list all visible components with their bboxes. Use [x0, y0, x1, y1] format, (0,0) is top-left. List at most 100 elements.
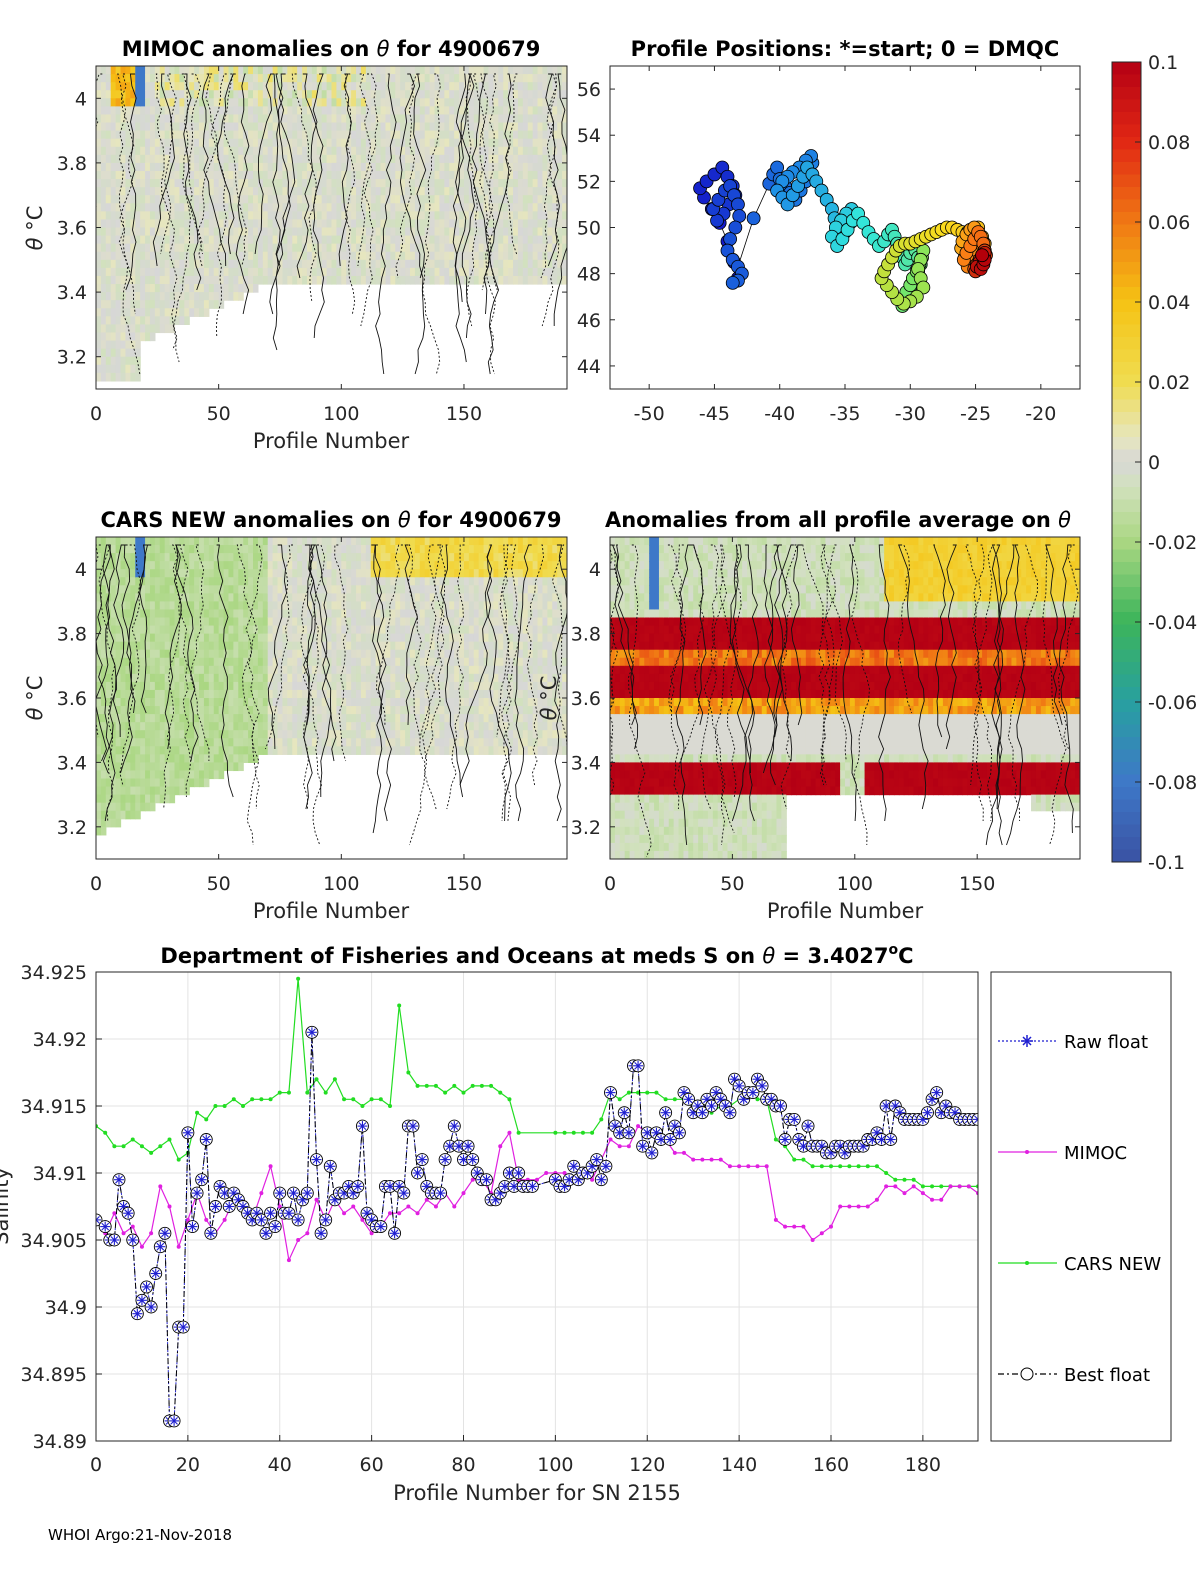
heatmap-cell	[257, 625, 264, 635]
heatmap-cell	[100, 665, 107, 675]
profile-position-point	[770, 160, 785, 175]
heatmap-cell	[424, 74, 431, 83]
heatmap-cell	[213, 154, 220, 164]
heatmap-cell	[468, 170, 475, 180]
heatmap-cell	[135, 90, 141, 99]
heatmap-cell	[341, 681, 347, 691]
heatmap-cell	[341, 665, 347, 675]
heatmap-cell	[189, 577, 195, 586]
heatmap-cell	[341, 738, 347, 747]
heatmap-cell	[233, 292, 239, 301]
heatmap-cell	[473, 82, 480, 91]
heatmap-cell	[493, 122, 499, 132]
heatmap-cell	[189, 665, 195, 675]
heatmap-cell	[115, 681, 122, 691]
heatmap-cell	[414, 162, 421, 172]
heatmap-cell	[380, 738, 387, 747]
heatmap-cell	[223, 601, 230, 611]
heatmap-cell	[208, 665, 215, 675]
heatmap-cell	[174, 657, 181, 667]
heatmap-cell	[390, 195, 396, 204]
heatmap-cell	[228, 211, 234, 221]
heatmap-cell	[253, 561, 259, 570]
heatmap-cell	[311, 738, 318, 747]
heatmap-cell	[493, 90, 499, 99]
heatmap-cell	[473, 211, 480, 221]
heatmap-cell	[96, 738, 102, 747]
heatmap-cell	[336, 74, 342, 83]
heatmap-cell	[444, 162, 450, 172]
heatmap-cell	[115, 74, 122, 83]
heatmap-cell	[439, 162, 445, 172]
heatmap-cell	[302, 609, 308, 619]
heatmap-cell	[164, 617, 171, 627]
contour-line	[357, 73, 379, 267]
heatmap-cell	[145, 545, 151, 554]
heatmap-cell	[100, 162, 107, 172]
heatmap-cell	[370, 609, 377, 619]
heatmap-cell	[282, 243, 288, 253]
heatmap-cell	[125, 689, 131, 699]
heatmap-cell	[174, 609, 181, 619]
heatmap-cell	[316, 746, 323, 755]
heatmap-cell	[179, 738, 185, 747]
heatmap-cell	[287, 154, 293, 164]
heatmap-cell	[522, 259, 529, 269]
heatmap-cell	[547, 146, 553, 156]
heatmap-cell	[277, 641, 284, 651]
heatmap-cell	[439, 267, 445, 277]
heatmap-cell	[184, 195, 190, 204]
heatmap-cell	[105, 681, 112, 691]
heatmap-cell	[203, 130, 210, 140]
heatmap-cell	[562, 130, 567, 140]
heatmap-cell	[282, 195, 288, 204]
heatmap-cell	[100, 698, 107, 707]
heatmap-cell	[140, 601, 146, 611]
heatmap-cell	[375, 235, 382, 245]
heatmap-cell	[164, 146, 171, 156]
heatmap-cell	[208, 569, 215, 578]
heatmap-cell	[194, 585, 200, 594]
heatmap-cell	[145, 794, 151, 804]
heatmap-cell	[115, 609, 122, 619]
heatmap-cell	[253, 649, 259, 659]
heatmap-cell	[297, 243, 303, 253]
heatmap-cell	[297, 561, 303, 570]
heatmap-cell	[346, 577, 352, 586]
heatmap-cell	[194, 649, 200, 659]
heatmap-cell	[110, 235, 117, 245]
heatmap-cell	[517, 275, 524, 285]
heatmap-cell	[149, 219, 156, 229]
heatmap-cell	[331, 673, 338, 683]
heatmap-cell	[326, 649, 333, 659]
heatmap-cell	[120, 284, 127, 293]
heatmap-cell	[203, 746, 210, 755]
heatmap-cell	[96, 810, 102, 820]
heatmap-cell	[213, 138, 220, 148]
heatmap-cell	[527, 90, 534, 99]
heatmap-cell	[405, 66, 411, 75]
heatmap-cell	[356, 553, 362, 562]
heatmap-cell	[356, 738, 362, 747]
heatmap-cell	[493, 275, 499, 285]
heatmap-cell	[282, 617, 288, 627]
heatmap-cell	[365, 553, 372, 562]
heatmap-cell	[306, 601, 313, 611]
heatmap-cell	[262, 689, 269, 699]
heatmap-cell	[174, 267, 181, 277]
heatmap-cell	[292, 641, 298, 651]
heatmap-cell	[96, 593, 102, 602]
heatmap-cell	[454, 219, 460, 229]
heatmap-cell	[562, 195, 567, 204]
heatmap-cell	[302, 601, 308, 611]
heatmap-cell	[159, 122, 166, 132]
heatmap-cell	[439, 130, 445, 140]
heatmap-cell	[527, 187, 534, 196]
heatmap-cell	[253, 130, 259, 140]
heatmap-cell	[346, 106, 352, 116]
heatmap-cell	[179, 106, 185, 116]
heatmap-cell	[203, 82, 210, 91]
heatmap-cell	[238, 754, 244, 763]
heatmap-cell	[110, 537, 117, 546]
heatmap-cell	[115, 162, 122, 172]
